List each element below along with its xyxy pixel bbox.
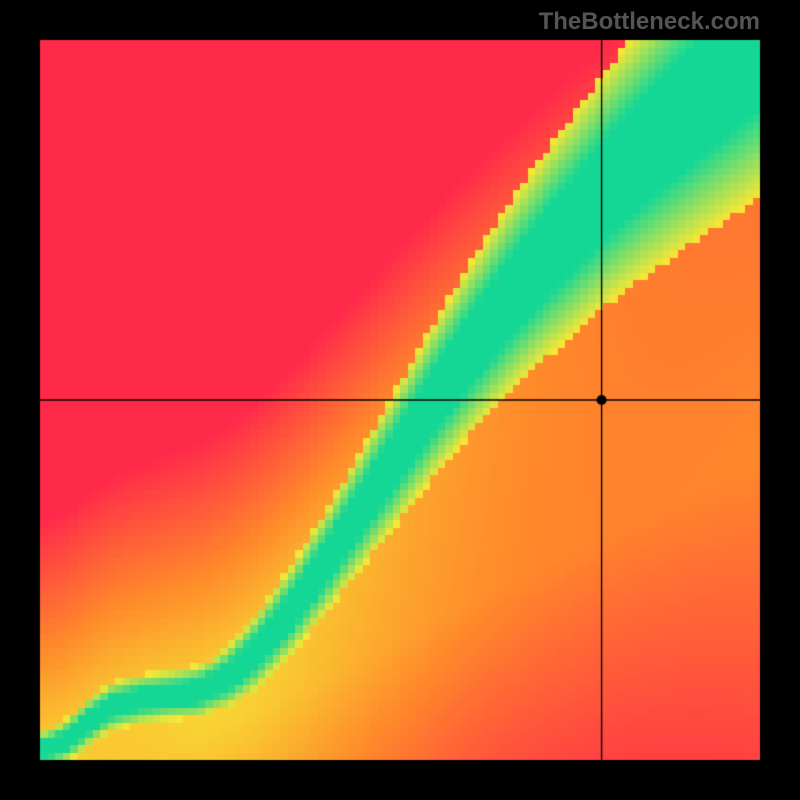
overlay-canvas (0, 0, 800, 800)
chart-root: TheBottleneck.com (0, 0, 800, 800)
watermark-text: TheBottleneck.com (539, 8, 760, 36)
